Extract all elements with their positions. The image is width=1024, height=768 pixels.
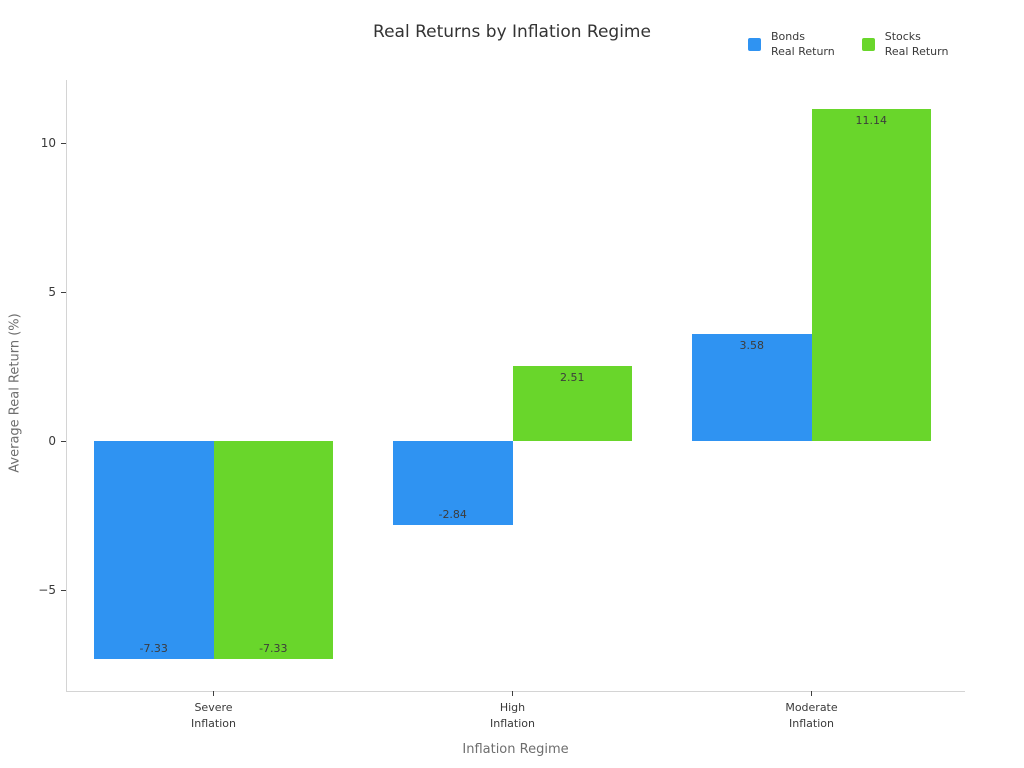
x-tick (512, 691, 513, 696)
x-tick (213, 691, 214, 696)
y-tick-label: 0 (48, 433, 56, 448)
bar (93, 440, 214, 660)
bar (811, 108, 932, 441)
bar (213, 440, 334, 660)
x-axis-title: Inflation Regime (462, 742, 569, 757)
x-tick (811, 691, 812, 696)
y-tick-label: 5 (48, 284, 56, 299)
bar (392, 440, 513, 526)
x-tick-label: High Inflation (490, 701, 535, 730)
y-tick-label: −5 (38, 582, 56, 597)
legend-label-stocks: Stocks Real Return (884, 30, 949, 58)
y-tick (61, 441, 66, 442)
chart-title: Real Returns by Inflation Regime (373, 22, 651, 42)
bar (691, 333, 812, 441)
x-tick-label: Severe Inflation (191, 701, 236, 730)
legend: Bonds Real Return Stocks Real Return (748, 29, 948, 59)
bar-value-label: 11.14 (855, 113, 888, 127)
legend-entry-stocks: Stocks Real Return (861, 29, 949, 59)
x-tick-label: Moderate Inflation (785, 701, 838, 730)
bar-value-label: -7.33 (139, 642, 168, 656)
y-axis-spine (66, 80, 67, 691)
bar-value-label: 3.58 (739, 338, 764, 352)
y-tick (61, 590, 66, 591)
y-tick (61, 143, 66, 144)
legend-label-bonds: Bonds Real Return (771, 30, 835, 58)
legend-swatch-stocks-icon (861, 37, 875, 51)
bar-value-label: -2.84 (438, 508, 467, 522)
legend-entry-bonds: Bonds Real Return (748, 29, 835, 59)
legend-swatch-bonds-icon (748, 37, 761, 51)
y-tick (61, 292, 66, 293)
bar-value-label: -7.33 (259, 642, 288, 656)
bar-value-label: 2.51 (560, 370, 585, 384)
bar (512, 365, 633, 441)
x-axis-spine (66, 691, 965, 692)
y-tick-label: 10 (40, 135, 56, 150)
